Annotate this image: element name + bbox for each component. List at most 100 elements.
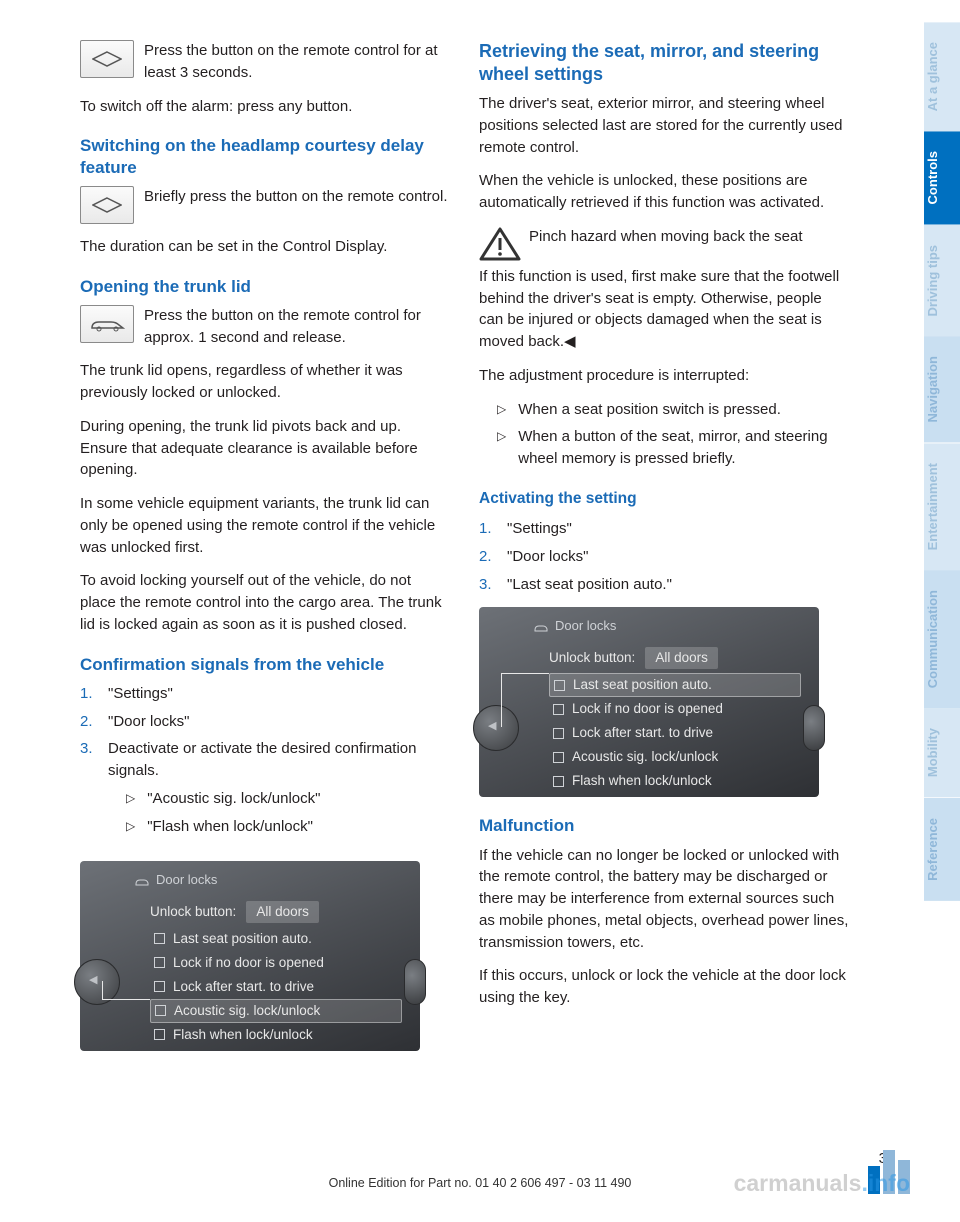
screen-menu-label: Flash when lock/unlock	[173, 1025, 313, 1045]
heading-retrieve: Retrieving the seat, mirror, and steerin…	[479, 40, 850, 85]
confirm-steps: 1."Settings" 2."Door locks" 3. Deactivat…	[80, 683, 451, 850]
list-item: "Flash when lock/unlock"	[126, 816, 451, 838]
step-text: "Door locks"	[108, 711, 190, 733]
pointer-line	[501, 673, 549, 674]
warning-icon	[479, 226, 521, 262]
screen-menu-label: Last seat position auto.	[173, 929, 312, 949]
screen-menu-row: Last seat position auto.	[549, 673, 801, 697]
checkbox-icon	[155, 1005, 166, 1016]
screen-menu-row: Lock if no door is opened	[150, 951, 402, 975]
heading-headlamp: Switching on the headlamp courtesy delay…	[80, 135, 451, 178]
watermark: carmanuals.info	[734, 1167, 910, 1200]
body-text: The duration can be set in the Control D…	[80, 236, 451, 258]
screen-menu-row: Acoustic sig. lock/unlock	[150, 999, 402, 1023]
adjust-list: When a seat position switch is pressed. …	[497, 399, 850, 470]
section-tab[interactable]: Mobility	[924, 708, 960, 797]
body-text: If the vehicle can no longer be locked o…	[479, 845, 850, 954]
screen-menu-label: Lock after start. to drive	[572, 723, 713, 743]
pointer-line	[102, 981, 103, 999]
warning-block: Pinch hazard when moving back the seat	[479, 226, 850, 262]
body-text: Press the button on the remote control f…	[144, 305, 451, 349]
checkbox-icon	[553, 728, 564, 739]
list-item: When a button of the seat, mirror, and s…	[497, 426, 850, 470]
body-text: Press the button on the remote control f…	[144, 40, 451, 84]
step-text: "Settings"	[108, 683, 173, 705]
screen-menu-row: Acoustic sig. lock/unlock	[549, 745, 801, 769]
body-text: When the vehicle is unlocked, these posi…	[479, 170, 850, 214]
body-text: Briefly press the button on the remote c…	[144, 186, 451, 208]
screen-header: Door locks	[533, 617, 616, 636]
screen-menu-label: Lock after start. to drive	[173, 977, 314, 997]
list-item: 1."Settings"	[80, 683, 451, 705]
body-text: The adjustment procedure is interrupted:	[479, 365, 850, 387]
warning-text: Pinch hazard when moving back the seat	[529, 226, 850, 248]
checkbox-icon	[553, 704, 564, 715]
page-columns: Press the button on the remote control f…	[0, 0, 900, 1103]
side-indicator-icon	[803, 705, 825, 751]
screen-menu-label: Acoustic sig. lock/unlock	[572, 747, 718, 767]
body-text: To switch off the alarm: press any butto…	[80, 96, 451, 118]
unlock-value: All doors	[246, 901, 319, 923]
section-tab[interactable]: Navigation	[924, 336, 960, 442]
section-tab[interactable]: Driving tips	[924, 225, 960, 337]
checkbox-icon	[154, 981, 165, 992]
body-text: The trunk lid opens, regardless of wheth…	[80, 360, 451, 404]
screen-menu-row: Lock after start. to drive	[150, 975, 402, 999]
list-item: 1."Settings"	[479, 518, 850, 540]
checkbox-icon	[154, 933, 165, 944]
left-column: Press the button on the remote control f…	[80, 40, 451, 1063]
section-tab[interactable]: Reference	[924, 798, 960, 901]
screen-menu-label: Acoustic sig. lock/unlock	[174, 1001, 320, 1021]
section-tab[interactable]: Entertainment	[924, 443, 960, 570]
car-icon	[533, 620, 549, 634]
pointer-line	[501, 673, 502, 727]
screen-menu-row: Last seat position auto.	[150, 927, 402, 951]
list-item: When a seat position switch is pressed.	[497, 399, 850, 421]
step-text: "Settings"	[507, 518, 572, 540]
brief-press-row: Briefly press the button on the remote c…	[80, 186, 451, 224]
list-item: 3."Last seat position auto."	[479, 574, 850, 596]
screen-menu: Unlock button: All doors Last seat posit…	[549, 647, 801, 793]
body-text: If this occurs, unlock or lock the vehic…	[479, 965, 850, 1009]
diamond-icon	[80, 186, 134, 224]
screen-menu-label: Flash when lock/unlock	[572, 771, 712, 791]
checkbox-icon	[554, 680, 565, 691]
idrive-screen-doorlocks-seatpos: Door locks Unlock button: All doors Last…	[479, 607, 819, 797]
unlock-row: Unlock button: All doors	[150, 901, 402, 923]
screen-menu-label: Lock if no door is opened	[572, 699, 723, 719]
body-text: In some vehicle equipment variants, the …	[80, 493, 451, 558]
right-column: Retrieving the seat, mirror, and steerin…	[479, 40, 850, 1063]
screen-menu-label: Lock if no door is opened	[173, 953, 324, 973]
step-text: "Last seat position auto."	[507, 574, 672, 596]
step-text: "Door locks"	[507, 546, 589, 568]
screen-menu-row: Lock after start. to drive	[549, 721, 801, 745]
screen-header: Door locks	[134, 871, 217, 890]
diamond-icon	[80, 40, 134, 78]
list-item: 2."Door locks"	[80, 711, 451, 733]
list-item: 2."Door locks"	[479, 546, 850, 568]
heading-confirm: Confirmation signals from the vehicle	[80, 654, 451, 675]
section-tab[interactable]: Communication	[924, 570, 960, 708]
checkbox-icon	[154, 957, 165, 968]
screen-menu: Unlock button: All doors Last seat posit…	[150, 901, 402, 1047]
section-tab[interactable]: At a glance	[924, 22, 960, 131]
idrive-knob-icon	[473, 705, 519, 751]
section-tab[interactable]: Controls	[924, 131, 960, 224]
car-trunk-icon	[80, 305, 134, 343]
screen-menu-row: Lock if no door is opened	[549, 697, 801, 721]
checkbox-icon	[553, 752, 564, 763]
idrive-screen-doorlocks-acoustic: Door locks Unlock button: All doors Last…	[80, 861, 420, 1051]
heading-trunk: Opening the trunk lid	[80, 276, 451, 297]
sub-list: "Acoustic sig. lock/unlock" "Flash when …	[126, 788, 451, 838]
screen-menu-row: Flash when lock/unlock	[150, 1023, 402, 1047]
section-tabs: At a glanceControlsDriving tipsNavigatio…	[924, 22, 960, 900]
step-text: Deactivate or activate the desired confi…	[108, 738, 451, 849]
unlock-value: All doors	[645, 647, 718, 669]
screen-menu-label: Last seat position auto.	[573, 675, 712, 695]
heading-activate: Activating the setting	[479, 488, 850, 510]
body-text: The driver's seat, exterior mirror, and …	[479, 93, 850, 158]
body-text: During opening, the trunk lid pivots bac…	[80, 416, 451, 481]
heading-malfunction: Malfunction	[479, 815, 850, 836]
side-indicator-icon	[404, 959, 426, 1005]
pointer-line	[102, 999, 150, 1000]
